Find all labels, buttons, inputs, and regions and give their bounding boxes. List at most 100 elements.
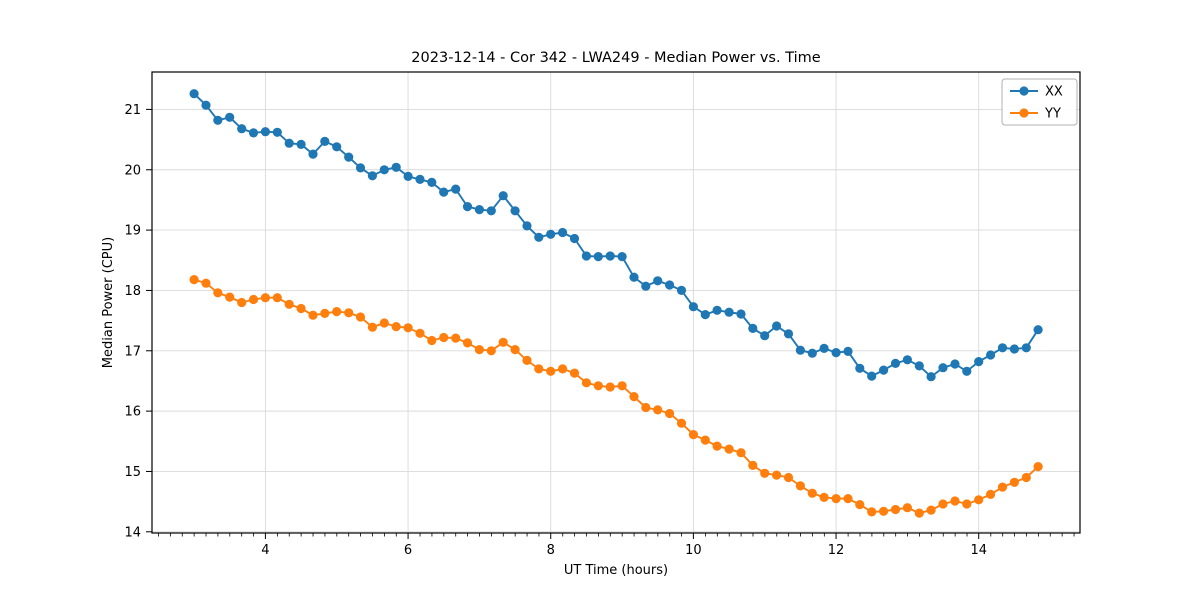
chart-title: 2023-12-14 - Cor 342 - LWA249 - Median P…: [411, 50, 820, 66]
data-point: [522, 355, 532, 365]
data-point: [807, 488, 817, 498]
y-axis-label: Median Power (CPU): [101, 237, 116, 368]
y-tick-label: 15: [124, 465, 141, 480]
data-point: [653, 405, 663, 415]
data-point: [332, 307, 342, 317]
x-tick-label: 12: [828, 543, 845, 558]
legend: XX YY: [1001, 78, 1078, 126]
data-point: [189, 89, 199, 99]
data-point: [427, 177, 437, 187]
data-point: [712, 441, 722, 451]
data-point: [974, 495, 984, 505]
data-point: [296, 139, 306, 149]
data-point: [391, 162, 401, 172]
data-point: [403, 171, 413, 181]
data-point: [760, 468, 770, 478]
data-point: [914, 361, 924, 371]
data-point: [248, 128, 259, 138]
legend-marker: [1019, 86, 1029, 96]
data-point: [201, 278, 211, 288]
data-point: [772, 470, 782, 480]
data-point: [415, 328, 425, 338]
data-point: [938, 363, 948, 373]
data-point: [558, 364, 568, 374]
axis-ticks: [146, 108, 1075, 539]
data-point: [1033, 325, 1043, 335]
data-point: [772, 321, 782, 331]
data-point: [1033, 462, 1043, 472]
legend-marker: [1019, 108, 1029, 118]
data-point: [593, 381, 603, 391]
data-point: [938, 499, 948, 509]
data-point: [1021, 343, 1031, 353]
data-point: [320, 308, 330, 318]
data-point: [855, 363, 865, 373]
y-tick-label: 17: [124, 344, 141, 359]
y-tick-label: 14: [124, 525, 141, 540]
data-point: [760, 331, 770, 341]
data-point: [391, 322, 401, 332]
data-point: [688, 430, 699, 440]
data-point: [688, 302, 699, 312]
legend-entry-XX: XX: [1010, 85, 1063, 100]
data-point: [617, 381, 627, 391]
data-point: [1009, 344, 1020, 354]
data-point: [558, 227, 568, 238]
data-point: [831, 494, 841, 504]
data-point: [284, 138, 294, 148]
data-point: [629, 272, 639, 282]
data-point: [225, 112, 235, 122]
data-point: [974, 357, 984, 367]
data-point: [486, 206, 496, 216]
data-point: [260, 127, 270, 137]
data-point: [522, 221, 532, 231]
data-point: [890, 358, 901, 368]
legend-box: [1001, 78, 1078, 126]
data-point: [569, 233, 580, 244]
data-point: [605, 382, 615, 392]
legend-label: YY: [1044, 107, 1061, 122]
data-point: [807, 348, 817, 358]
data-point: [665, 280, 675, 290]
data-point: [676, 418, 687, 428]
data-point: [665, 408, 675, 419]
data-point: [260, 293, 270, 303]
y-tick-label: 18: [124, 284, 141, 299]
legend-label: XX: [1045, 85, 1063, 100]
data-point: [783, 472, 794, 483]
data-point: [451, 333, 461, 343]
data-point: [189, 275, 199, 285]
data-point: [462, 202, 473, 212]
data-point: [986, 489, 996, 499]
data-point: [248, 294, 259, 305]
x-tick-label: 6: [404, 543, 412, 558]
data-point: [225, 292, 235, 302]
data-point: [534, 364, 544, 374]
data-point: [843, 346, 853, 356]
data-point: [344, 308, 354, 318]
data-point: [344, 152, 354, 162]
data-point: [415, 174, 425, 184]
data-point: [308, 149, 318, 159]
data-point: [272, 293, 282, 303]
data-point: [950, 359, 960, 369]
data-point: [296, 303, 306, 314]
series-line-XX: [193, 92, 1040, 378]
data-point: [879, 365, 889, 375]
data-point: [320, 136, 330, 146]
data-point: [712, 305, 722, 315]
data-point: [890, 504, 901, 515]
data-point: [736, 309, 746, 319]
data-point: [997, 343, 1008, 353]
data-point: [736, 448, 746, 458]
data-point: [439, 187, 449, 197]
x-tick-labels: 4 6 8 10 12 14: [261, 543, 987, 558]
data-point: [795, 345, 806, 355]
data-point: [510, 345, 520, 355]
data-point: [451, 184, 461, 194]
y-tick-labels: 14 15 16 17 18 19 20 21: [124, 103, 141, 540]
data-point: [379, 318, 389, 328]
data-point: [593, 252, 603, 262]
